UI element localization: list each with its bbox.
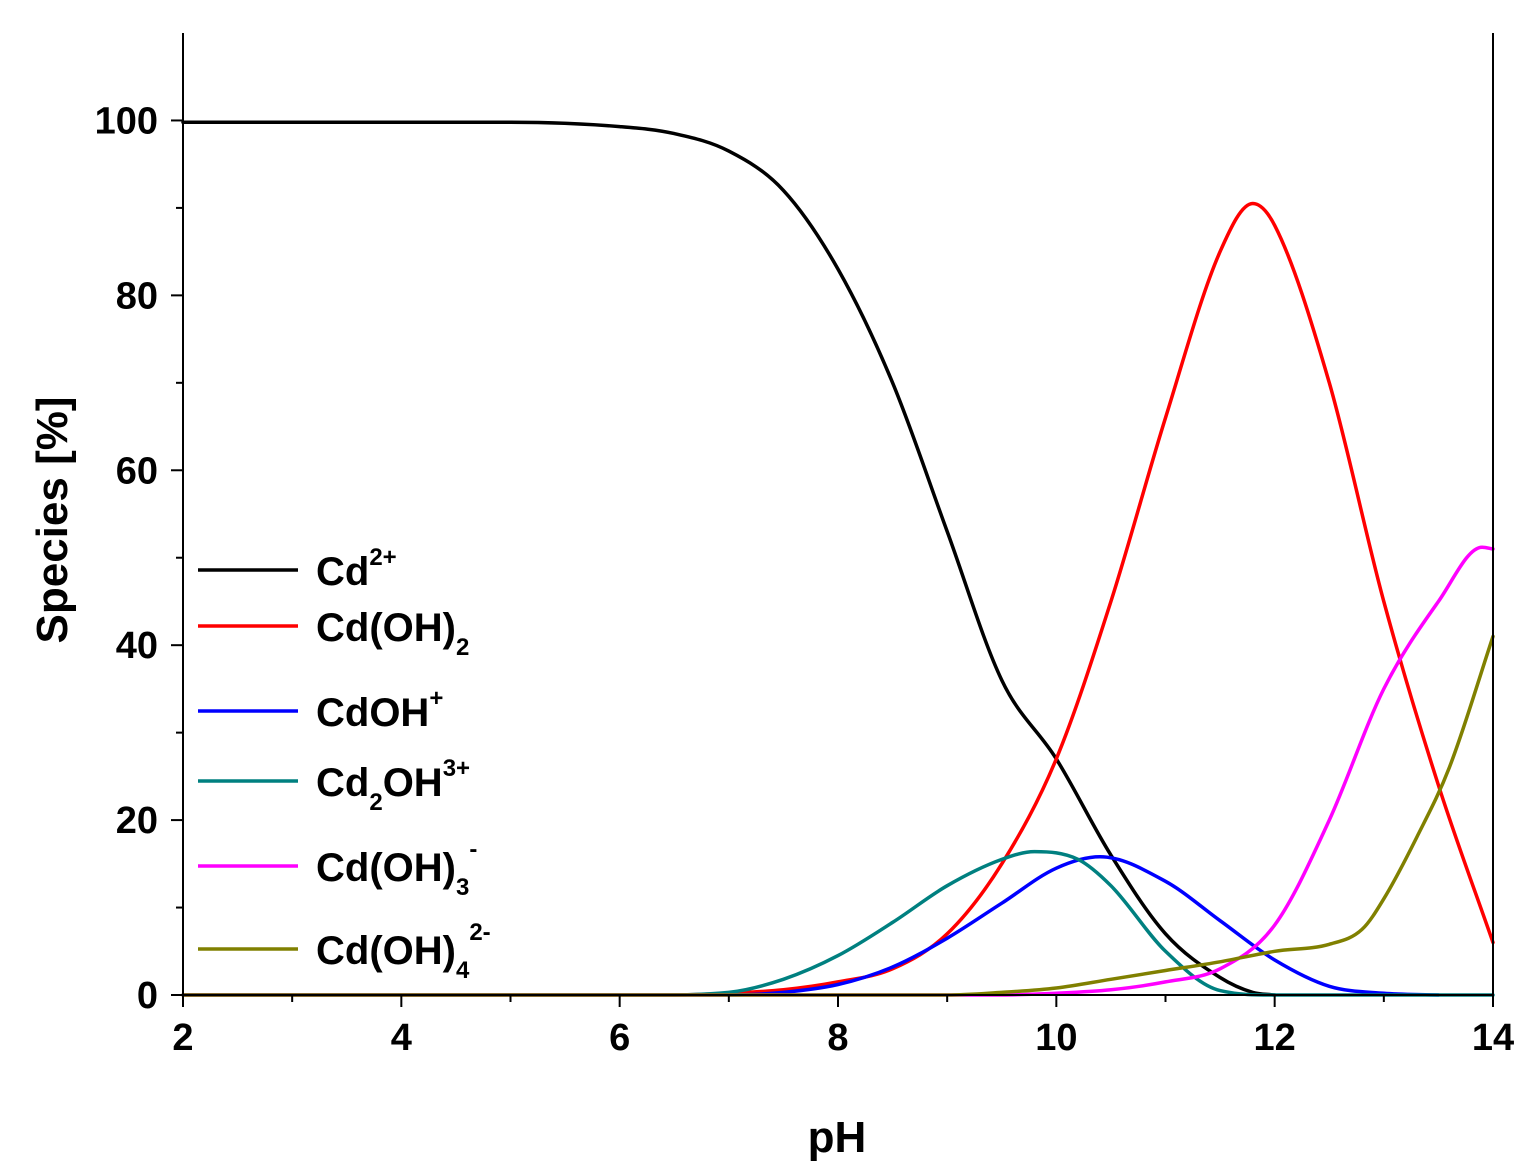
legend-label-3: Cd2OH3+ xyxy=(316,755,470,816)
legend: Cd2+ Cd(OH)2 CdOH+ Cd2OH3+ Cd(OH)3- Cd(OH)42- xyxy=(198,544,491,984)
y-tick-label: 40 xyxy=(116,625,158,667)
legend-label-0: Cd2+ xyxy=(316,544,397,594)
series-line-1 xyxy=(181,201,1495,997)
y-tick-label: 20 xyxy=(116,800,158,842)
x-tick-label: 12 xyxy=(1254,1017,1296,1059)
legend-label-5: Cd(OH)42- xyxy=(316,919,491,984)
x-axis-title: pH xyxy=(808,1113,867,1162)
x-tick-label: 14 xyxy=(1472,1017,1514,1059)
legend-label-1: Cd(OH)2 xyxy=(316,606,469,661)
legend-label-4: Cd(OH)3- xyxy=(316,836,477,901)
y-tick-label: 0 xyxy=(137,975,158,1017)
series-line-0 xyxy=(181,120,1277,997)
y-tick-label: 100 xyxy=(95,100,158,142)
y-tick-label: 60 xyxy=(116,450,158,492)
x-tick-label: 2 xyxy=(172,1017,193,1059)
plot-axes: 2 4 6 8 10 12 14 0 20 40 60 80 100 xyxy=(95,33,1514,1059)
y-axis-title: Species [%] xyxy=(28,397,77,644)
x-tick-label: 6 xyxy=(609,1017,630,1059)
legend-label-2: CdOH+ xyxy=(316,685,443,735)
x-tick-label: 4 xyxy=(391,1017,412,1059)
y-tick-label: 80 xyxy=(116,275,158,317)
x-tick-label: 10 xyxy=(1035,1017,1077,1059)
x-tick-label: 8 xyxy=(827,1017,848,1059)
